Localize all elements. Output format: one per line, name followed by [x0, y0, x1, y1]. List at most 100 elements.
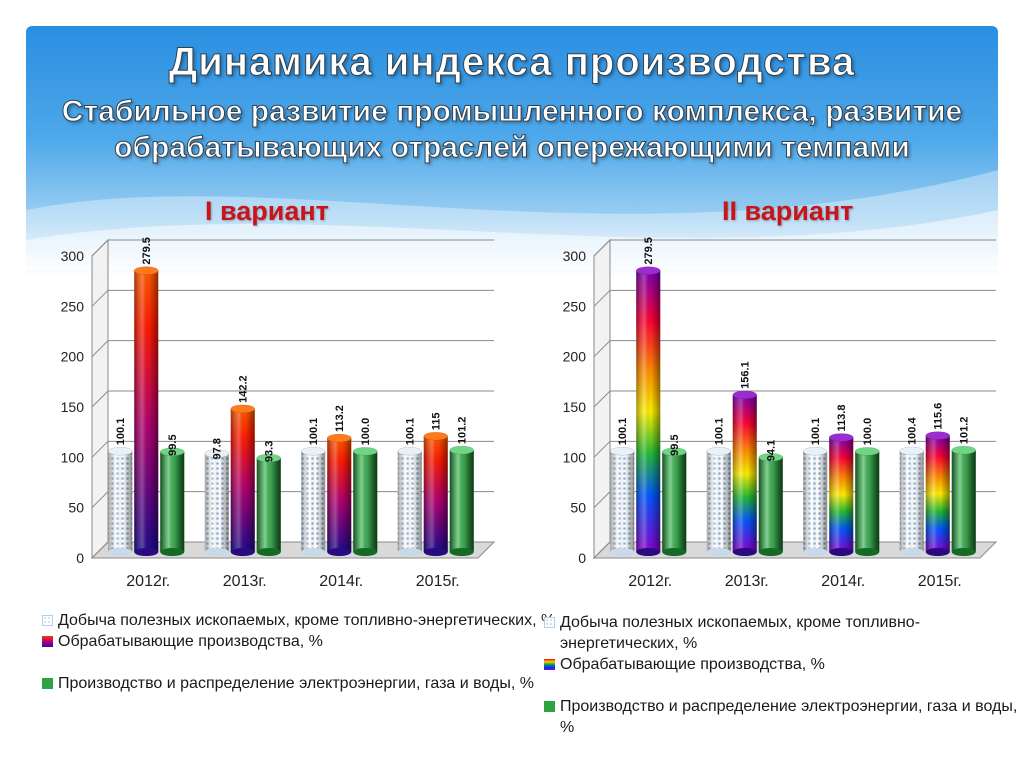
y-tick-label: 150	[563, 399, 587, 415]
data-label: 100.1	[617, 418, 629, 446]
y-tick-label: 100	[563, 449, 587, 465]
data-label: 279.5	[141, 237, 153, 265]
bar-utilities-3	[951, 445, 976, 556]
data-label: 279.5	[643, 237, 655, 265]
chart-variant-2: 0 50 100 150 200 250 300 100.1 279.5 99.5 2012г. 10…	[563, 237, 998, 590]
legend-item-manufacturing: Обрабатывающие производства, %	[42, 631, 555, 652]
bar-utilities-0	[662, 447, 687, 556]
variant-2-title: II вариант	[722, 196, 854, 226]
x-tick-label: 2013г.	[725, 573, 769, 590]
data-label: 101.2	[959, 417, 971, 445]
subtitle-line-1: Стабильное развитие промышленного компле…	[61, 95, 963, 129]
legend-item-utilities: Производство и распределение электроэнер…	[544, 696, 1024, 738]
bar-manufacturing-3	[925, 431, 950, 556]
legend-label-mining: Добыча полезных ископаемых, кроме топлив…	[560, 614, 921, 652]
y-tick-label: 250	[61, 298, 85, 314]
gridline	[91, 340, 494, 358]
bar-mining-0	[108, 446, 133, 556]
data-label: 100.4	[907, 417, 919, 445]
legend-item-utilities: Производство и распределение электроэнер…	[42, 673, 555, 694]
bar-utilities-2	[353, 447, 378, 556]
x-tick-label: 2015г.	[918, 573, 962, 590]
legend-swatch-mining	[544, 617, 555, 628]
bar-manufacturing-2	[829, 433, 854, 556]
bar-mining-2	[301, 446, 326, 556]
y-tick-label: 150	[61, 399, 85, 415]
legend-variant-2: Добыча полезных ископаемых, кроме топлив…	[544, 612, 1024, 738]
gridline	[91, 239, 494, 257]
legend-swatch-utilities	[42, 678, 53, 689]
bar-mining-1	[706, 446, 731, 556]
data-label: 113.2	[334, 405, 346, 432]
legend-item-manufacturing: Обрабатывающие производства, %	[544, 654, 1024, 675]
data-label: 113.8	[836, 405, 848, 432]
y-tick-label: 0	[76, 550, 84, 566]
legend-label-utilities: Производство и распределение электроэнер…	[58, 675, 534, 692]
bar-manufacturing-0	[134, 266, 159, 556]
bar-utilities-0	[160, 447, 185, 556]
bar-mining-3	[899, 446, 924, 556]
legend-swatch-manufacturing	[42, 636, 53, 647]
data-label: 100.1	[714, 418, 726, 446]
bar-mining-3	[397, 446, 422, 556]
gridline	[593, 239, 996, 257]
bar-utilities-1	[256, 453, 281, 556]
legend-item-mining: Добыча полезных ископаемых, кроме топлив…	[544, 612, 1024, 654]
subtitle-line-2: обрабатывающих отраслей опережающими тем…	[114, 131, 911, 165]
data-label: 99.5	[167, 434, 179, 455]
y-tick-label: 300	[61, 248, 85, 264]
bar-manufacturing-2	[327, 433, 352, 556]
legend-swatch-manufacturing	[544, 659, 555, 670]
gridline	[91, 390, 494, 408]
gridline	[593, 289, 996, 307]
y-tick-label: 50	[570, 500, 586, 516]
legend-label-utilities: Производство и распределение электроэнер…	[560, 698, 1018, 736]
bar-utilities-1	[758, 453, 783, 556]
y-tick-label: 0	[578, 550, 586, 566]
bar-manufacturing-1	[230, 404, 255, 556]
x-tick-label: 2013г.	[223, 573, 267, 590]
y-tick-label: 250	[563, 298, 587, 314]
gridline	[91, 289, 494, 307]
bar-manufacturing-1	[732, 390, 757, 556]
data-label: 100.1	[810, 418, 822, 446]
bar-utilities-3	[449, 445, 474, 556]
bar-manufacturing-0	[636, 266, 661, 556]
legend-variant-1: Добыча полезных ископаемых, кроме топлив…	[42, 610, 555, 694]
data-label: 97.8	[212, 438, 224, 459]
legend-swatch-utilities	[544, 701, 555, 712]
x-tick-label: 2015г.	[416, 573, 460, 590]
data-label: 100.0	[862, 418, 874, 446]
data-label: 115.6	[933, 403, 945, 430]
page-subtitle: Стабильное развитие промышленного компле…	[0, 94, 1024, 166]
bar-mining-1	[204, 449, 229, 556]
x-tick-label: 2012г.	[628, 573, 672, 590]
gridline	[593, 340, 996, 358]
gridline	[593, 390, 996, 408]
gridline	[91, 440, 494, 458]
y-tick-label: 200	[563, 349, 587, 365]
legend-item-mining: Добыча полезных ископаемых, кроме топлив…	[42, 610, 555, 631]
banner-swoosh	[26, 170, 998, 270]
legend-swatch-mining	[42, 615, 53, 626]
legend-label-manufacturing: Обрабатывающие производства, %	[58, 633, 323, 650]
variant-1-title: I вариант	[205, 196, 329, 226]
page-title: Динамика индекса производства	[168, 40, 856, 85]
legend-label-manufacturing: Обрабатывающие производства, %	[560, 656, 825, 673]
y-tick-label: 200	[61, 349, 85, 365]
bar-manufacturing-3	[423, 431, 448, 556]
data-label: 100.0	[360, 418, 372, 446]
data-label: 115	[431, 412, 443, 430]
bar-utilities-2	[855, 447, 880, 556]
legend-label-mining: Добыча полезных ископаемых, кроме топлив…	[58, 612, 556, 629]
data-label: 100.1	[405, 418, 417, 446]
y-tick-label: 50	[68, 500, 84, 516]
x-tick-label: 2014г.	[319, 573, 363, 590]
data-label: 93.3	[264, 441, 276, 462]
data-label: 100.1	[308, 418, 320, 446]
data-label: 99.5	[669, 434, 681, 455]
data-label: 94.1	[766, 440, 778, 461]
x-tick-label: 2014г.	[821, 573, 865, 590]
data-label: 100.1	[115, 418, 127, 446]
data-label: 101.2	[457, 417, 469, 445]
